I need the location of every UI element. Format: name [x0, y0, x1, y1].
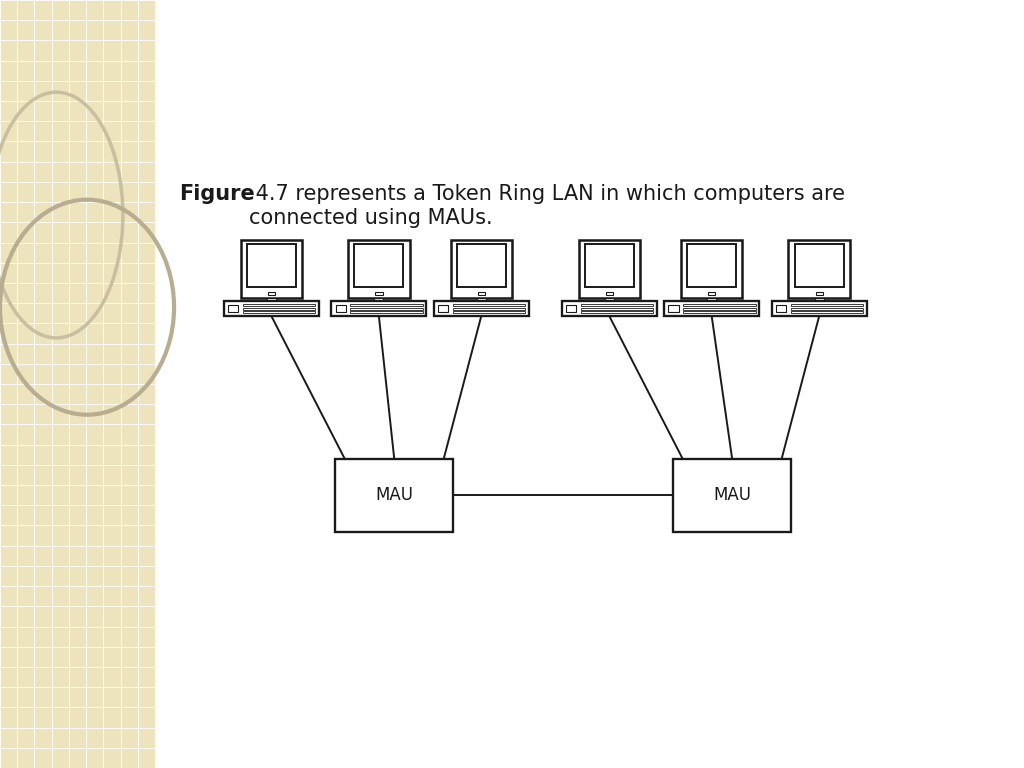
Bar: [350, 304, 423, 306]
Bar: [674, 459, 791, 531]
Bar: [581, 308, 653, 310]
Text: MAU: MAU: [375, 486, 414, 505]
Bar: [795, 244, 844, 287]
Bar: [332, 301, 426, 316]
Text: MAU: MAU: [713, 486, 752, 505]
Bar: [224, 301, 319, 316]
Bar: [0, 0, 155, 768]
Bar: [451, 240, 512, 297]
Bar: [336, 306, 346, 312]
Bar: [566, 306, 577, 312]
Text: 4.7 represents a Token Ring LAN in which computers are
connected using MAUs.: 4.7 represents a Token Ring LAN in which…: [249, 184, 845, 227]
Bar: [457, 244, 506, 287]
Bar: [267, 292, 275, 296]
Bar: [605, 292, 613, 296]
Bar: [476, 297, 485, 301]
Bar: [788, 240, 850, 297]
Bar: [453, 304, 525, 306]
Bar: [375, 297, 383, 301]
Bar: [687, 244, 736, 287]
Bar: [791, 308, 863, 310]
Bar: [354, 244, 403, 287]
Bar: [477, 292, 485, 296]
Bar: [438, 306, 449, 312]
Bar: [815, 292, 823, 296]
Bar: [776, 306, 786, 312]
Bar: [561, 301, 657, 316]
Bar: [434, 301, 528, 316]
Bar: [453, 308, 525, 310]
Bar: [791, 304, 863, 306]
Bar: [579, 240, 640, 297]
Bar: [243, 304, 315, 306]
Bar: [683, 311, 756, 313]
Bar: [247, 244, 296, 287]
Bar: [243, 308, 315, 310]
Bar: [683, 308, 756, 310]
Bar: [241, 240, 302, 297]
Bar: [350, 311, 423, 313]
Bar: [266, 297, 276, 301]
Bar: [681, 240, 742, 297]
Bar: [375, 292, 383, 296]
Bar: [815, 297, 824, 301]
Bar: [707, 297, 717, 301]
Bar: [348, 240, 410, 297]
Bar: [791, 311, 863, 313]
Bar: [336, 459, 453, 531]
Bar: [772, 301, 866, 316]
Bar: [243, 311, 315, 313]
Bar: [683, 304, 756, 306]
Bar: [581, 304, 653, 306]
Bar: [350, 308, 423, 310]
Bar: [669, 306, 679, 312]
Bar: [581, 311, 653, 313]
Bar: [453, 311, 525, 313]
Text: Figure: Figure: [179, 184, 255, 204]
Bar: [708, 292, 716, 296]
Bar: [585, 244, 634, 287]
Bar: [664, 301, 759, 316]
Bar: [604, 297, 614, 301]
Bar: [228, 306, 239, 312]
